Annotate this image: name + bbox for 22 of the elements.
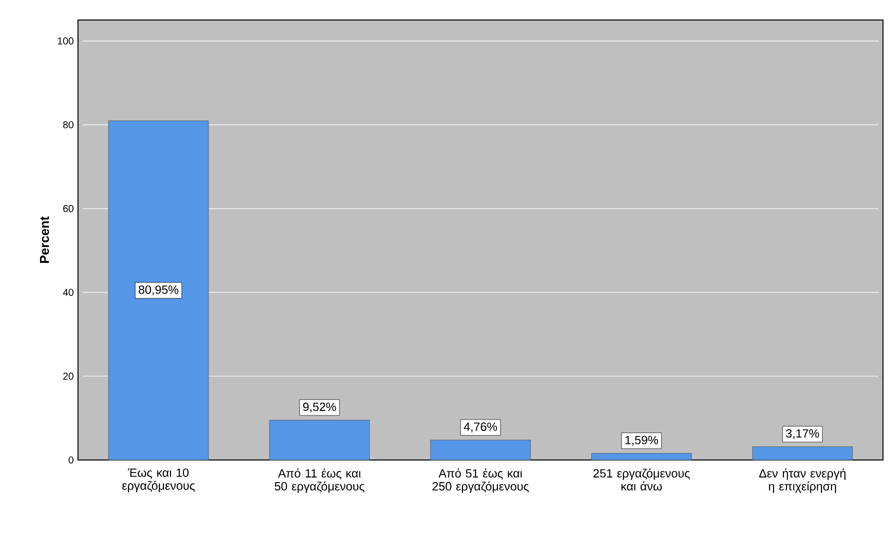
bar [108, 120, 209, 460]
y-tick-label: 0 [68, 456, 74, 464]
data-label: 3,17% [786, 429, 820, 440]
x-tick-label: 251 εργαζόμενους και άνω [593, 468, 690, 491]
data-label: 80,95% [138, 285, 178, 296]
bar [430, 440, 531, 460]
x-tick-label: Από 11 έως και 50 εργαζόμενους [274, 468, 364, 493]
data-label: 9,52% [303, 402, 336, 412]
x-tick-label: Έως και 10 εργαζόμενους [122, 468, 195, 492]
bar [752, 446, 853, 460]
x-tick-label: Από 51 έως και 250 εργαζόμενους [432, 468, 529, 493]
y-axis-title: Percent [40, 216, 50, 263]
y-tick-label: 20 [63, 372, 74, 380]
y-tick-label: 100 [58, 37, 74, 44]
y-tick-label: 40 [62, 288, 74, 296]
data-label: 1,59% [625, 436, 658, 446]
bar [591, 453, 692, 460]
y-tick-label: 60 [63, 205, 74, 212]
x-tick-label: Δεν ήταν ενεργή η επιχείρηση [759, 468, 846, 493]
bar [269, 420, 370, 460]
y-tick-label: 80 [63, 121, 74, 128]
data-label: 4,76% [464, 422, 498, 432]
